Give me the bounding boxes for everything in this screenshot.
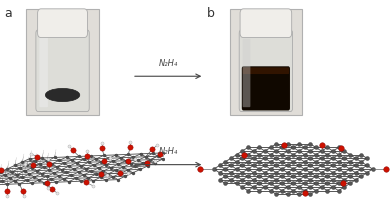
- Text: b: b: [207, 7, 215, 20]
- FancyBboxPatch shape: [27, 9, 99, 115]
- FancyBboxPatch shape: [39, 34, 48, 107]
- FancyBboxPatch shape: [38, 9, 88, 38]
- Bar: [41, 30, 84, 34]
- FancyBboxPatch shape: [239, 30, 292, 112]
- FancyBboxPatch shape: [240, 9, 292, 38]
- Ellipse shape: [45, 88, 80, 102]
- FancyBboxPatch shape: [230, 9, 302, 115]
- FancyBboxPatch shape: [243, 67, 289, 74]
- FancyBboxPatch shape: [242, 66, 290, 110]
- Text: a: a: [4, 7, 12, 20]
- FancyBboxPatch shape: [243, 39, 250, 107]
- Text: N₂H₄: N₂H₄: [158, 147, 178, 156]
- Text: N₂H₄: N₂H₄: [158, 59, 178, 68]
- FancyBboxPatch shape: [36, 30, 89, 112]
- Bar: [244, 30, 288, 34]
